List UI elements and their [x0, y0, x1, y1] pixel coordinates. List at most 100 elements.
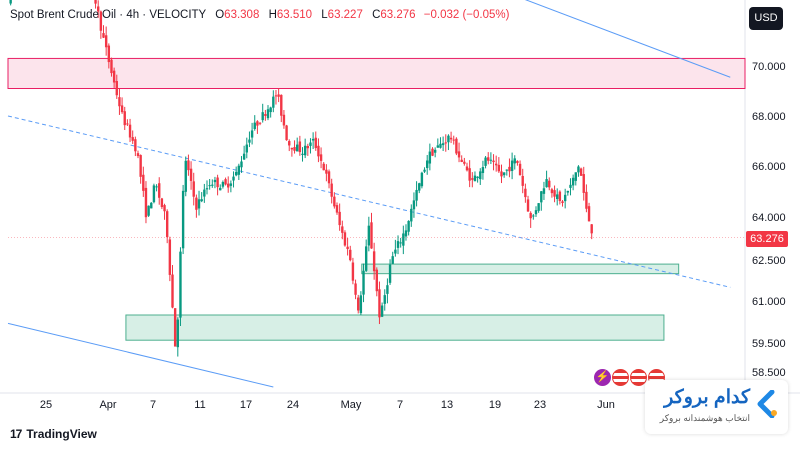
y-tick-label: 61.000 [752, 296, 786, 308]
candle-body [524, 188, 527, 198]
tradingview-brand[interactable]: 17 TradingView [10, 427, 97, 441]
candle-body [367, 225, 371, 246]
candle-body [341, 226, 344, 233]
candle-body [380, 305, 384, 317]
candle-body [234, 171, 238, 176]
trendline [7, 322, 274, 388]
candle-body [173, 308, 177, 347]
x-tick-label: 7 [397, 399, 403, 411]
candle-body [197, 199, 201, 209]
chevron-logo-icon [757, 390, 777, 418]
candle-body [277, 94, 280, 97]
candle-body [288, 141, 291, 146]
candle-body [264, 114, 267, 116]
symbol-title[interactable]: Spot Brent Crude Oil · 4h · VELOCITY [10, 9, 207, 21]
candle-body [415, 189, 418, 201]
candle-body [548, 180, 551, 188]
candle-body [566, 190, 570, 193]
candle-body [481, 167, 485, 174]
candle-body [473, 175, 477, 182]
candle-body [327, 171, 331, 184]
candle-body [253, 122, 256, 130]
candle-body [540, 191, 543, 203]
candle-body [521, 175, 524, 186]
candle-body [335, 205, 339, 213]
candle-body [192, 181, 195, 197]
candle-body [423, 169, 426, 172]
candle-body [216, 177, 219, 188]
candle-body [242, 153, 246, 160]
candle-body [349, 249, 352, 261]
candle-body [179, 251, 182, 318]
broker-watermark: کدام بروکر انتخاب هوشمندانه بروکر [645, 380, 788, 434]
candle-body [357, 297, 360, 311]
candle-body [232, 176, 235, 181]
candle-body [150, 202, 153, 209]
x-tick-label: 11 [194, 399, 205, 411]
candle-body [120, 105, 124, 113]
candle-body [426, 160, 429, 169]
candle-body [550, 189, 554, 194]
candle-body [558, 191, 562, 202]
candle-body [394, 249, 397, 254]
candle-body [436, 145, 440, 148]
candle-body [221, 181, 225, 187]
candle-body [115, 81, 118, 96]
candle-body [224, 179, 227, 185]
candle-body [131, 137, 134, 141]
candle-body [569, 184, 572, 188]
candle-body [333, 196, 336, 207]
candle-body [479, 171, 482, 180]
candle-body [556, 194, 559, 200]
candle-body [203, 189, 206, 197]
candle-body [303, 145, 307, 156]
resistance-zone [7, 57, 746, 89]
candle-body [497, 164, 501, 172]
y-tick-label: 58.500 [752, 367, 786, 379]
candle-body [476, 176, 479, 179]
candle-body [378, 289, 381, 318]
candle-body [449, 137, 453, 140]
candle-body [441, 143, 445, 146]
close-label: C [372, 9, 381, 21]
candle-body [471, 178, 474, 180]
candle-body [298, 141, 302, 153]
currency-button[interactable]: USD [749, 7, 783, 30]
candle-body [452, 139, 455, 141]
candle-body [505, 169, 509, 171]
candle-body [330, 183, 333, 197]
candle-body [147, 205, 150, 216]
candle-body [431, 148, 434, 156]
candle-body [359, 295, 363, 314]
candle-body [256, 121, 259, 126]
current-price-tag: 63.276 [746, 231, 788, 247]
candle-body [343, 232, 347, 246]
y-tick-label: 66.000 [752, 161, 786, 173]
candle-body [444, 142, 447, 144]
candle-body [508, 166, 511, 172]
y-tick-label: 68.000 [752, 111, 786, 123]
candle-body [118, 97, 121, 107]
us-flag-icon[interactable] [630, 369, 647, 386]
candle-body [585, 191, 588, 209]
x-tick-label: 7 [150, 399, 156, 411]
flash-icon[interactable]: ⚡ [594, 369, 611, 386]
x-tick-label: Apr [99, 399, 116, 411]
us-flag-icon[interactable] [612, 369, 629, 386]
candle-body [158, 183, 161, 198]
candle-body [139, 155, 142, 177]
candle-body [399, 242, 402, 244]
candle-body [500, 171, 503, 177]
candle-body [184, 160, 187, 192]
tradingview-label: TradingView [26, 427, 97, 441]
low-label: L [321, 9, 328, 21]
y-tick-label: 70.000 [752, 61, 786, 73]
candle-body [386, 285, 389, 294]
candle-body [317, 145, 320, 157]
candle-body [364, 246, 368, 271]
chart-header: Spot Brent Crude Oil · 4h · VELOCITY O63… [10, 9, 509, 21]
candle-body [171, 274, 174, 308]
candle-body [290, 147, 294, 150]
candle-body [301, 153, 304, 155]
